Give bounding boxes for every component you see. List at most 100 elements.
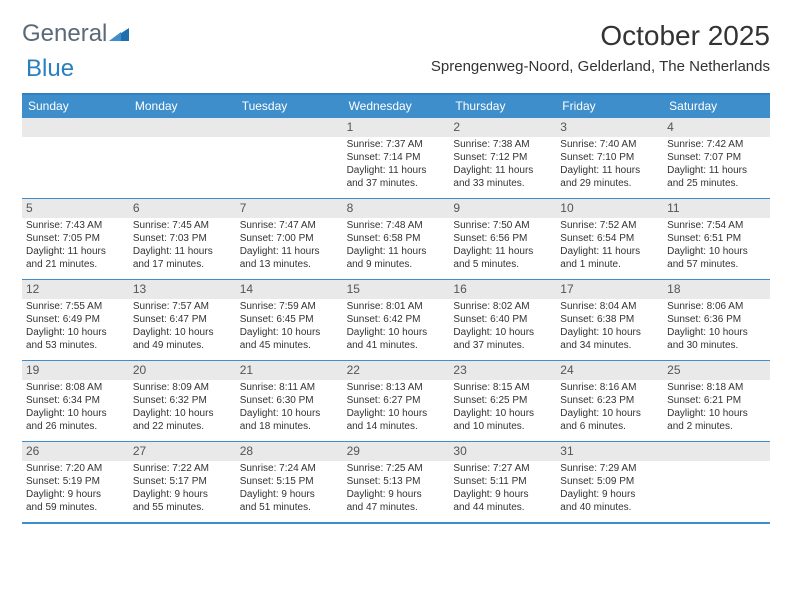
day-cell: 14Sunrise: 7:59 AMSunset: 6:45 PMDayligh… [236,280,343,360]
sunset-text: Sunset: 6:25 PM [453,395,552,408]
day-number: 18 [663,280,770,299]
sunrise-text: Sunrise: 8:13 AM [347,382,446,395]
sunrise-text: Sunrise: 7:47 AM [240,220,339,233]
day-number: 9 [449,199,556,218]
sunrise-text: Sunrise: 7:25 AM [347,463,446,476]
dayhead-fri: Friday [556,95,663,118]
day-cell: 28Sunrise: 7:24 AMSunset: 5:15 PMDayligh… [236,442,343,522]
day-cell: 5Sunrise: 7:43 AMSunset: 7:05 PMDaylight… [22,199,129,279]
day-cell: 15Sunrise: 8:01 AMSunset: 6:42 PMDayligh… [343,280,450,360]
daylight-text: Daylight: 10 hours [133,408,232,421]
daylight-text: Daylight: 10 hours [26,327,125,340]
week-row: 1Sunrise: 7:37 AMSunset: 7:14 PMDaylight… [22,118,770,199]
day-cell: 25Sunrise: 8:18 AMSunset: 6:21 PMDayligh… [663,361,770,441]
week-row: 26Sunrise: 7:20 AMSunset: 5:19 PMDayligh… [22,442,770,524]
sunrise-text: Sunrise: 8:11 AM [240,382,339,395]
day-cell: 8Sunrise: 7:48 AMSunset: 6:58 PMDaylight… [343,199,450,279]
day-number: 6 [129,199,236,218]
sunset-text: Sunset: 7:03 PM [133,233,232,246]
sunrise-text: Sunrise: 7:43 AM [26,220,125,233]
sunrise-text: Sunrise: 7:37 AM [347,139,446,152]
sunset-text: Sunset: 5:11 PM [453,476,552,489]
daylight-text: Daylight: 11 hours [347,246,446,259]
daylight-text: Daylight: 11 hours [453,246,552,259]
day-number: 13 [129,280,236,299]
day-number: 7 [236,199,343,218]
sunrise-text: Sunrise: 8:18 AM [667,382,766,395]
day-cell: 2Sunrise: 7:38 AMSunset: 7:12 PMDaylight… [449,118,556,198]
sunset-text: Sunset: 6:32 PM [133,395,232,408]
day-cell: 31Sunrise: 7:29 AMSunset: 5:09 PMDayligh… [556,442,663,522]
dayhead-wed: Wednesday [343,95,450,118]
daylight-text: and 25 minutes. [667,178,766,191]
daylight-text: Daylight: 9 hours [453,489,552,502]
daylight-text: and 18 minutes. [240,421,339,434]
daylight-text: Daylight: 11 hours [347,165,446,178]
day-number: 27 [129,442,236,461]
day-cell: 16Sunrise: 8:02 AMSunset: 6:40 PMDayligh… [449,280,556,360]
day-cell: 27Sunrise: 7:22 AMSunset: 5:17 PMDayligh… [129,442,236,522]
daylight-text: Daylight: 11 hours [133,246,232,259]
sunrise-text: Sunrise: 7:20 AM [26,463,125,476]
sunrise-text: Sunrise: 7:54 AM [667,220,766,233]
day-cell: 12Sunrise: 7:55 AMSunset: 6:49 PMDayligh… [22,280,129,360]
logo-text-blue: Blue [26,55,74,83]
sunset-text: Sunset: 7:07 PM [667,152,766,165]
daylight-text: and 51 minutes. [240,502,339,515]
day-number: 17 [556,280,663,299]
dayhead-mon: Monday [129,95,236,118]
sunset-text: Sunset: 5:17 PM [133,476,232,489]
day-number: 30 [449,442,556,461]
day-cell: 20Sunrise: 8:09 AMSunset: 6:32 PMDayligh… [129,361,236,441]
daylight-text: Daylight: 10 hours [453,327,552,340]
sunset-text: Sunset: 6:27 PM [347,395,446,408]
day-cell: 30 Sunrise: 7:27 AMSunset: 5:11 PMDayligh… [449,442,556,522]
day-cell [129,118,236,198]
sunset-text: Sunset: 6:58 PM [347,233,446,246]
daylight-text: and 44 minutes. [453,502,552,515]
day-number: 11 [663,199,770,218]
sunrise-text: Sunrise: 7:38 AM [453,139,552,152]
sunrise-text: Sunrise: 8:16 AM [560,382,659,395]
sunrise-text: Sunrise: 7:59 AM [240,301,339,314]
daylight-text: and 49 minutes. [133,340,232,353]
day-number: 23 [449,361,556,380]
day-cell: 22Sunrise: 8:13 AMSunset: 6:27 PMDayligh… [343,361,450,441]
day-number: 8 [343,199,450,218]
daylight-text: Daylight: 10 hours [347,327,446,340]
day-header-row: Sunday Monday Tuesday Wednesday Thursday… [22,95,770,118]
day-number: 22 [343,361,450,380]
day-cell: 9Sunrise: 7:50 AMSunset: 6:56 PMDaylight… [449,199,556,279]
sunset-text: Sunset: 7:05 PM [26,233,125,246]
sunrise-text: Sunrise: 7:40 AM [560,139,659,152]
day-cell: 13Sunrise: 7:57 AMSunset: 6:47 PMDayligh… [129,280,236,360]
daylight-text: Daylight: 10 hours [133,327,232,340]
sunset-text: Sunset: 6:54 PM [560,233,659,246]
day-number [129,118,236,137]
daylight-text: Daylight: 10 hours [667,246,766,259]
day-number: 16 [449,280,556,299]
day-cell: 3Sunrise: 7:40 AMSunset: 7:10 PMDaylight… [556,118,663,198]
day-number: 26 [22,442,129,461]
day-cell: 21Sunrise: 8:11 AMSunset: 6:30 PMDayligh… [236,361,343,441]
daylight-text: Daylight: 11 hours [560,246,659,259]
calendar: Sunday Monday Tuesday Wednesday Thursday… [22,93,770,524]
daylight-text: Daylight: 10 hours [240,408,339,421]
day-cell: 23Sunrise: 8:15 AMSunset: 6:25 PMDayligh… [449,361,556,441]
daylight-text: Daylight: 10 hours [26,408,125,421]
daylight-text: Daylight: 11 hours [667,165,766,178]
daylight-text: and 29 minutes. [560,178,659,191]
day-number: 20 [129,361,236,380]
sunrise-text: Sunrise: 8:15 AM [453,382,552,395]
daylight-text: Daylight: 9 hours [240,489,339,502]
sunset-text: Sunset: 7:00 PM [240,233,339,246]
sunset-text: Sunset: 6:51 PM [667,233,766,246]
daylight-text: and 14 minutes. [347,421,446,434]
sunset-text: Sunset: 5:15 PM [240,476,339,489]
daylight-text: and 6 minutes. [560,421,659,434]
daylight-text: and 59 minutes. [26,502,125,515]
sunrise-text: Sunrise: 7:27 AM [453,463,552,476]
sunrise-text: Sunrise: 8:08 AM [26,382,125,395]
daylight-text: and 17 minutes. [133,259,232,272]
day-cell: 19Sunrise: 8:08 AMSunset: 6:34 PMDayligh… [22,361,129,441]
